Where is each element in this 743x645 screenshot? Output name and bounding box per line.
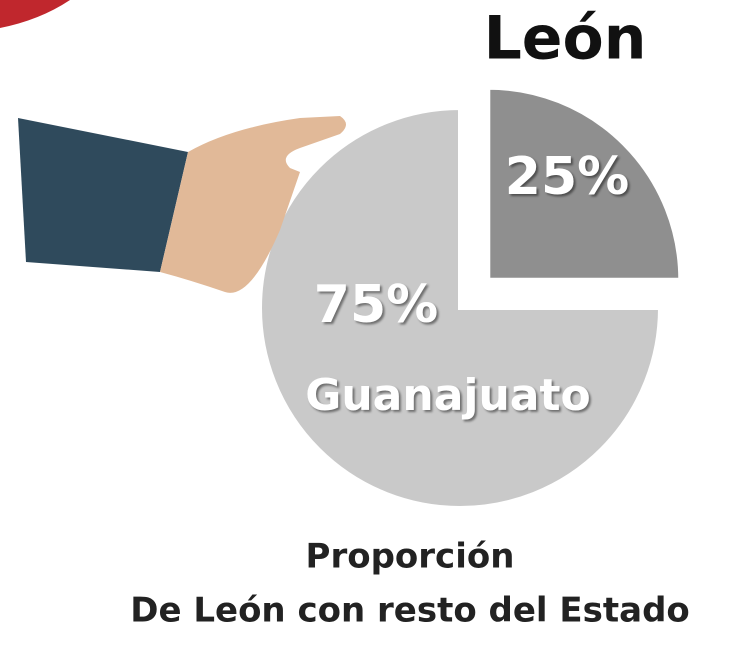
slice-value-label: 25%: [505, 147, 629, 207]
hand-illustration: [18, 116, 346, 293]
chart-title: Proporción: [306, 537, 515, 577]
slice-value-label: 75%: [314, 275, 438, 335]
pie-slice: [258, 105, 663, 510]
chart-subtitle: De León con resto del Estado: [130, 591, 690, 631]
slice-category-label: Guanajuato: [305, 370, 591, 421]
pie-slice: [486, 85, 683, 282]
corner-decoration: [0, 0, 70, 28]
pie: [258, 85, 683, 510]
slice-category-label: León: [484, 4, 647, 74]
